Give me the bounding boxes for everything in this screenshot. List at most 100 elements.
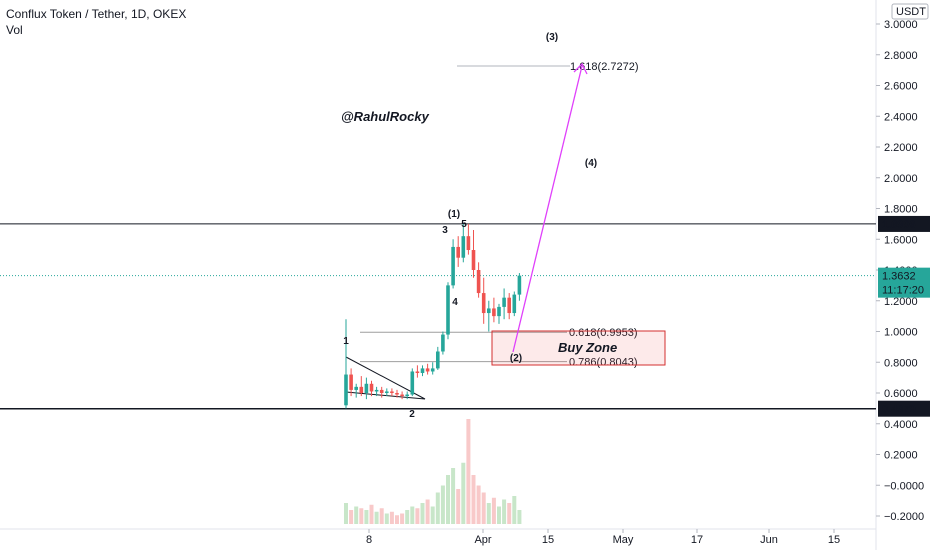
volume-bar xyxy=(405,510,410,524)
candle-body xyxy=(471,250,476,270)
volume-bar xyxy=(400,513,405,524)
candle-body xyxy=(400,394,404,397)
y-tick-label: 0.4000 xyxy=(884,419,918,431)
currency-badge xyxy=(891,3,929,20)
candle-body xyxy=(497,306,501,317)
volume-bar xyxy=(379,508,384,524)
volume-bar xyxy=(374,511,379,524)
wave-1-label: 1 xyxy=(343,336,349,347)
x-tick-label: 8 xyxy=(366,534,372,546)
wave-big-3-label: (3) xyxy=(546,32,558,43)
candle-body xyxy=(425,368,430,372)
x-tick-label: 15 xyxy=(828,534,840,546)
wave-4-label: 4 xyxy=(452,297,458,308)
candle-body xyxy=(395,393,399,395)
candle-body xyxy=(390,391,394,393)
y-tick-label: 1.6000 xyxy=(884,234,918,246)
volume-bar xyxy=(369,504,374,524)
volume-bar xyxy=(466,419,471,524)
candle-body xyxy=(446,285,450,335)
x-tick-label: May xyxy=(613,534,634,546)
candle-body xyxy=(451,246,455,286)
volume-bar xyxy=(497,506,501,524)
buy-zone-label: Buy Zone xyxy=(558,340,617,355)
candle-body xyxy=(385,391,389,393)
wedge-pattern xyxy=(345,356,426,400)
volume-bar xyxy=(517,510,522,524)
candle-body xyxy=(344,374,348,406)
y-tick-label: 2.8000 xyxy=(884,50,918,62)
volume-bar xyxy=(486,503,491,524)
volume-bar xyxy=(364,510,369,524)
y-tick-label: 1.8000 xyxy=(884,204,918,216)
current-price-tag: 1.3632 xyxy=(882,271,916,283)
candle-body xyxy=(349,374,353,390)
volume-bar xyxy=(349,510,354,524)
volume-bar xyxy=(420,503,425,524)
projection-arrowhead xyxy=(573,62,588,75)
support-tag: 0.4979 xyxy=(882,404,916,416)
volume-bar xyxy=(435,492,440,524)
candle-body xyxy=(369,383,374,392)
x-tick-label: Jun xyxy=(760,534,778,546)
volume-bar xyxy=(430,506,435,524)
resistance-tag-bg xyxy=(878,215,930,232)
volume-bar xyxy=(481,492,486,524)
candle-body xyxy=(512,294,517,314)
volume-bar xyxy=(384,513,389,524)
y-tick-label: 2.2000 xyxy=(884,142,918,154)
x-tick-label: 17 xyxy=(691,534,703,546)
candle-body xyxy=(502,297,506,307)
y-tick-label: 0.2000 xyxy=(884,450,918,462)
candle-body xyxy=(374,389,379,392)
candle-body xyxy=(507,297,511,314)
volume-bar xyxy=(456,489,461,524)
wave-big-4-label: (4) xyxy=(585,158,597,169)
countdown-tag: 11:17:20 xyxy=(882,285,924,297)
volume-bar xyxy=(502,499,507,524)
y-tick-label: 3.0000 xyxy=(884,19,918,31)
candle-body xyxy=(359,386,364,393)
author-label: @RahulRocky xyxy=(341,109,430,124)
x-tick-label: 15 xyxy=(542,534,554,546)
x-tick-label: Apr xyxy=(474,534,491,546)
volume-bar xyxy=(395,515,399,524)
volume-bar xyxy=(344,503,348,524)
volume-bar xyxy=(354,506,359,524)
wave-2-label: 2 xyxy=(409,409,415,420)
candle-body xyxy=(420,368,425,374)
fib-0618-label: 0.618(0.9953) xyxy=(569,327,638,339)
volume-bar xyxy=(471,475,476,524)
candle-body xyxy=(456,246,460,258)
volume-bar xyxy=(440,485,445,524)
fib-1618-label: 1.618(2.7272) xyxy=(570,61,639,73)
candle-body xyxy=(487,308,491,314)
volume-bar xyxy=(425,499,430,524)
volume-bar xyxy=(359,508,364,524)
candle-body xyxy=(379,389,384,393)
wave-3-label: 3 xyxy=(442,225,448,236)
y-tick-label: −0.2000 xyxy=(884,511,924,523)
candle-body xyxy=(441,334,445,352)
candle-body xyxy=(405,394,409,397)
candle-body xyxy=(461,236,466,258)
projection-line xyxy=(512,65,583,353)
y-tick-label: 2.6000 xyxy=(884,81,918,93)
resistance-tag: 1.6996 xyxy=(882,219,916,231)
volume-bar xyxy=(461,462,466,524)
chart-header: Conflux Token / Tether, 1D, OKEX Vol xyxy=(6,6,186,38)
y-tick-label: 0.6000 xyxy=(884,388,918,400)
wave-5-label: 5 xyxy=(461,219,467,230)
symbol-title: Conflux Token / Tether, 1D, OKEX xyxy=(6,7,187,21)
candle-body xyxy=(364,383,369,393)
candle-body xyxy=(436,351,440,369)
candle-body xyxy=(410,371,415,395)
y-tick-label: 1.2000 xyxy=(884,296,918,308)
volume-bar xyxy=(410,506,415,524)
support-tag-bg xyxy=(878,400,930,417)
candle-body xyxy=(492,308,496,317)
candle-body xyxy=(466,236,471,251)
candle-body xyxy=(476,270,481,294)
currency-label: USDT xyxy=(896,6,926,18)
